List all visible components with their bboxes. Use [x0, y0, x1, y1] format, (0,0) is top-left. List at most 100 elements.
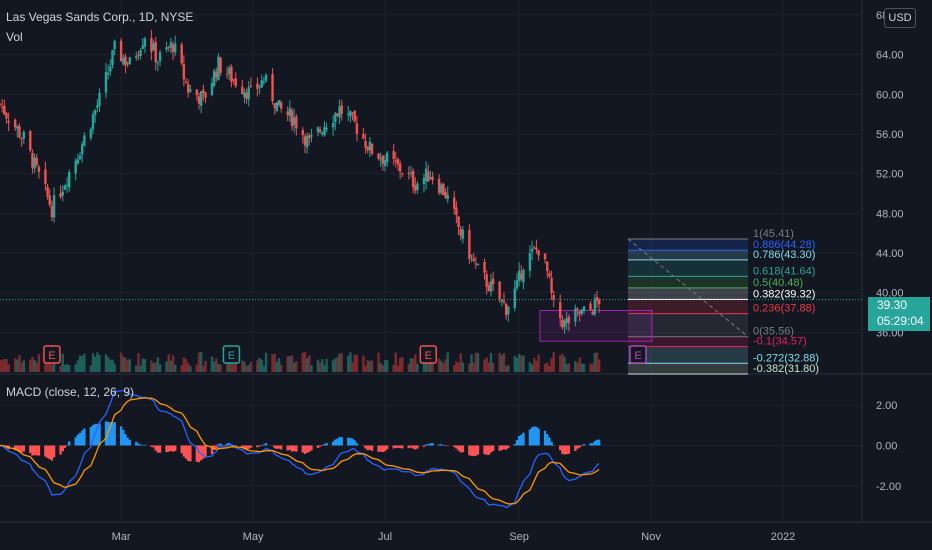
histogram-bar: [288, 445, 292, 450]
candle-body: [106, 73, 110, 75]
histogram-bar: [290, 445, 294, 452]
candle-body: [16, 126, 19, 129]
volume-bar: [370, 360, 374, 372]
histogram-bar: [74, 437, 77, 446]
volume-bar: [565, 364, 568, 372]
histogram-bar: [22, 445, 25, 452]
histogram-bar: [219, 443, 222, 446]
volume-bar: [189, 365, 192, 372]
volume-bar: [303, 352, 307, 372]
volume-bar: [470, 354, 473, 372]
macd-histogram: [0, 421, 601, 463]
histogram-bar: [325, 443, 328, 446]
volume-bar: [93, 356, 97, 372]
price-tick-label: 52.00: [876, 169, 904, 181]
candle-body: [295, 116, 298, 129]
volume-bar: [416, 363, 419, 372]
candle-body: [124, 56, 127, 66]
volume-bar: [336, 357, 339, 372]
volume-bar: [83, 353, 86, 372]
fib-level-label: -0.382(31.80): [753, 363, 819, 375]
earnings-marker[interactable]: [43, 345, 61, 364]
candle-body: [591, 311, 594, 315]
volume-bar: [535, 360, 538, 372]
histogram-bar: [349, 437, 352, 446]
volume-bar: [180, 365, 183, 372]
candle-body: [446, 195, 449, 199]
candle-body: [249, 85, 253, 87]
macd-lines: [0, 389, 600, 509]
candle-body: [104, 71, 108, 93]
volume-label[interactable]: Vol: [6, 30, 23, 44]
candle-body: [507, 306, 510, 315]
histogram-bar: [522, 432, 525, 446]
volume-bar: [325, 358, 328, 372]
fibonacci-retracement[interactable]: 1(45.41)0.886(44.28)0.786(43.30) 0.618(41…: [539, 228, 819, 375]
candle-body: [362, 133, 365, 139]
candle-body: [7, 121, 10, 123]
candle-body: [158, 52, 162, 61]
candle-body: [80, 144, 84, 155]
histogram-bar: [83, 428, 86, 446]
volume-bar: [31, 356, 34, 372]
histogram-bar: [513, 444, 516, 446]
candle-body: [44, 169, 47, 184]
candle-body: [212, 70, 216, 86]
candle-body: [126, 63, 129, 65]
macd-line: [0, 389, 600, 509]
volume-bar: [429, 361, 432, 372]
last-price: 39.30: [877, 298, 908, 312]
volume-bar: [455, 361, 458, 372]
candle-body: [595, 297, 599, 301]
candle-body: [63, 185, 67, 190]
earnings-marker[interactable]: [419, 345, 438, 364]
volume-bar: [230, 359, 233, 372]
earnings-marker[interactable]: [222, 345, 241, 364]
volume-bars: [0, 352, 601, 372]
histogram-bar: [563, 445, 566, 455]
fib-zone: [628, 299, 748, 314]
candlestick-series: [0, 30, 601, 334]
price-tick-label: 60.00: [876, 89, 904, 101]
volume-bar: [338, 353, 341, 372]
histogram-bar: [18, 445, 21, 452]
volume-bar: [597, 359, 601, 372]
volume-bar: [150, 360, 153, 372]
volume-bar: [152, 363, 155, 372]
candle-body: [368, 141, 372, 151]
candle-body: [411, 170, 415, 188]
volume-bar: [552, 352, 555, 372]
volume-bar: [411, 358, 415, 372]
histogram-bar: [210, 445, 214, 455]
volume-bar: [0, 359, 2, 372]
volume-bar: [559, 355, 562, 372]
volume-bar: [349, 352, 352, 372]
candle-body: [279, 102, 283, 109]
volume-bar: [18, 355, 21, 372]
volume-bar: [137, 353, 140, 372]
candle-body: [574, 308, 577, 322]
candle-body: [182, 64, 186, 80]
candle-body: [548, 273, 551, 277]
volume-bar: [186, 362, 190, 372]
candle-body: [195, 89, 199, 96]
candle-body: [143, 38, 147, 47]
currency-button[interactable]: USD: [884, 8, 916, 28]
histogram-bar: [574, 445, 577, 451]
earnings-marker[interactable]: [629, 345, 647, 364]
candle-body: [169, 42, 173, 48]
volume-bar: [504, 365, 508, 372]
volume-bar: [409, 358, 413, 372]
fib-zone: [628, 287, 748, 300]
histogram-bar: [197, 445, 201, 463]
macd-title[interactable]: MACD (close, 12, 26, 9): [6, 385, 135, 399]
symbol-title[interactable]: Las Vegas Sands Corp., 1D, NYSE: [6, 10, 194, 24]
volume-bar: [517, 354, 521, 372]
time-tick-label: Sep: [509, 531, 529, 543]
candle-body: [431, 176, 434, 181]
candle-body: [561, 319, 564, 328]
candle-body: [470, 255, 473, 257]
histogram-bar: [567, 445, 571, 454]
